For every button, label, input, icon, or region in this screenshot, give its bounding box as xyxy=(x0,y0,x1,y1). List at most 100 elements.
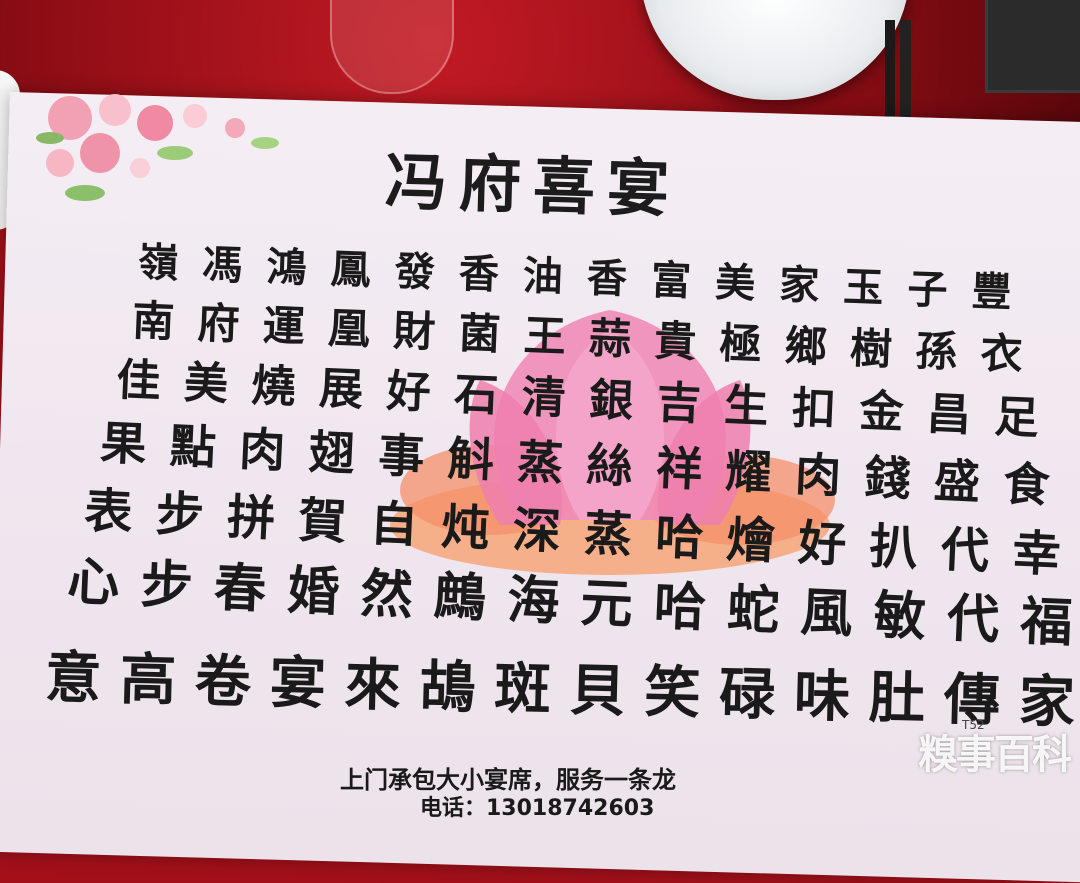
menu-char: 婚 xyxy=(286,560,341,624)
menu-char: 鷓 xyxy=(432,566,488,630)
menu-char: 哈 xyxy=(652,575,708,639)
menu-char: 菌 xyxy=(457,308,502,360)
menu-char: 味 xyxy=(793,662,851,731)
menu-char: 南 xyxy=(131,295,176,347)
menu-char: 蒸 xyxy=(516,434,565,491)
menu-char: 美 xyxy=(714,258,756,308)
menu-char: 財 xyxy=(392,305,437,357)
menu-char: 凰 xyxy=(327,303,372,355)
menu-char: 炖 xyxy=(440,499,491,558)
menu-char: 來 xyxy=(343,651,402,720)
menu-char: 代 xyxy=(945,587,1001,651)
menu-char: 衣 xyxy=(979,328,1024,380)
phone-device xyxy=(985,0,1080,93)
menu-char: 吉 xyxy=(655,377,702,431)
menu-char: 油 xyxy=(522,252,564,301)
menu-char: 發 xyxy=(393,247,436,297)
menu-char: 家 xyxy=(778,261,821,310)
small-note: T52 xyxy=(962,718,985,732)
glass-cup xyxy=(330,0,454,94)
menu-char: 元 xyxy=(579,572,634,636)
menu-char: 春 xyxy=(212,557,268,621)
menu-char: 燒 xyxy=(250,360,297,414)
menu-char: 嶺 xyxy=(137,238,180,288)
menu-char: 敏 xyxy=(872,584,928,648)
menu-char: 子 xyxy=(906,265,949,314)
menu-char: 肉 xyxy=(793,447,843,504)
menu-char: 鴻 xyxy=(265,243,308,292)
menu-char: 自 xyxy=(368,495,420,554)
menu-char: 哈 xyxy=(654,508,705,567)
phone-number: 电话：13018742603 xyxy=(420,796,655,821)
menu-char: 昌 xyxy=(925,388,973,442)
menu-char: 高 xyxy=(119,646,177,714)
menu-char: 扒 xyxy=(868,518,919,577)
menu-char: 蒸 xyxy=(582,505,634,564)
menu-char: 果 xyxy=(99,415,148,472)
menu-char: 肉 xyxy=(238,421,287,478)
menu-char: 運 xyxy=(261,300,306,352)
menu-char: 香 xyxy=(457,249,500,299)
menu-char: 意 xyxy=(44,644,102,712)
menu-char: 笑 xyxy=(643,659,702,727)
menu-char: 好 xyxy=(797,515,848,574)
menu-char: 貝 xyxy=(568,657,627,725)
menu-char: 斛 xyxy=(446,431,495,488)
menu-char: 心 xyxy=(66,550,121,615)
menu-char: 生 xyxy=(723,380,770,433)
menu-char: 燴 xyxy=(725,512,777,571)
menu-char: 銀 xyxy=(588,374,635,428)
menu-char: 深 xyxy=(511,502,563,561)
menu-char: 富 xyxy=(650,256,692,306)
menu-char: 斑 xyxy=(493,655,552,723)
menu-char: 馮 xyxy=(201,241,244,290)
menu-char: 拼 xyxy=(225,489,277,548)
menu-char: 香 xyxy=(586,254,628,303)
menu-char: 福 xyxy=(1019,590,1074,655)
menu-char: 步 xyxy=(139,554,195,618)
menu-char: 鳳 xyxy=(329,245,372,294)
menu-char: 扣 xyxy=(790,383,837,436)
menu-char: 點 xyxy=(168,418,218,475)
menu-char: 卷 xyxy=(194,648,252,716)
menu-char: 然 xyxy=(359,563,414,627)
menu-char: 賀 xyxy=(297,492,348,551)
menu-char: 事 xyxy=(377,428,426,485)
watermark-logo: 糗事百科 xyxy=(918,732,1072,778)
menu-char: 代 xyxy=(939,521,991,580)
menu-char: 食 xyxy=(1002,456,1051,513)
menu-title: 冯府喜宴 xyxy=(384,145,683,227)
menu-char: 貴 xyxy=(653,315,698,367)
menu-char: 王 xyxy=(522,310,567,362)
menu-char: 鴣 xyxy=(418,653,477,721)
menu-char: 祥 xyxy=(654,440,704,497)
menu-char: 風 xyxy=(799,581,854,645)
menu-char: 錢 xyxy=(863,450,912,507)
menu-char: 豐 xyxy=(970,267,1013,317)
menu-char: 府 xyxy=(196,298,241,349)
menu-char: 蛇 xyxy=(725,578,781,642)
menu-char: 玉 xyxy=(842,263,885,312)
menu-char: 展 xyxy=(318,363,365,416)
menu-char: 好 xyxy=(385,366,432,419)
menu-char: 表 xyxy=(83,482,134,541)
menu-char: 足 xyxy=(993,391,1040,445)
menu-char: 幸 xyxy=(1011,525,1062,584)
menu-char: 耀 xyxy=(724,443,773,500)
menu-char: 極 xyxy=(718,318,763,370)
menu-char: 翅 xyxy=(307,424,357,481)
menu-char: 海 xyxy=(506,569,561,633)
menu-char: 金 xyxy=(858,385,905,439)
menu-char: 樹 xyxy=(849,323,893,375)
menu-char: 石 xyxy=(453,368,500,422)
service-slogan: 上门承包大小宴席，服务一条龙 xyxy=(340,766,676,794)
menu-char: 美 xyxy=(182,357,230,411)
menu-char: 盛 xyxy=(932,453,982,510)
menu-char: 佳 xyxy=(115,354,162,408)
menu-char: 宴 xyxy=(269,649,327,718)
floral-decoration xyxy=(36,94,279,201)
menu-char: 步 xyxy=(154,486,206,545)
menu-char: 孫 xyxy=(914,325,959,377)
menu-char: 蒜 xyxy=(588,313,632,365)
menu-char: 絲 xyxy=(585,437,634,494)
